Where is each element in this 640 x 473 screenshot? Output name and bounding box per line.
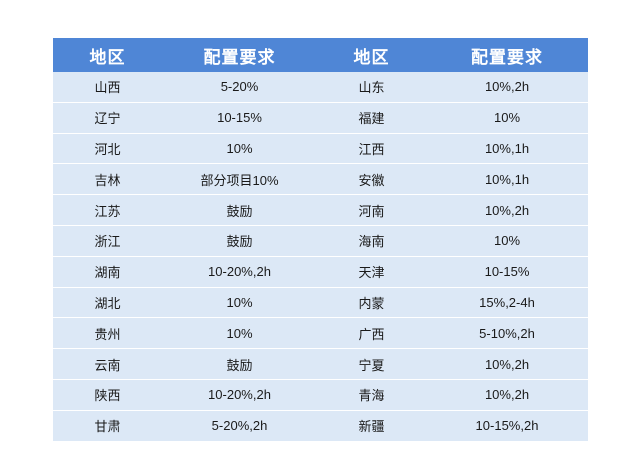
requirement-cell: 5-20%,2h [162,409,317,441]
region-cell: 福建 [317,101,426,134]
requirement-cell: 5-10%,2h [426,317,588,349]
region-cell: 湖北 [53,286,162,318]
requirement-cell: 10-15% [426,255,588,288]
requirement-cell: 10% [426,101,588,134]
header-row: 地区 配置要求 地区 配置要求 [53,38,588,72]
table-row: 云南 鼓励 宁夏 10%,2h [53,348,588,380]
header-requirement-right: 配置要求 [426,38,588,72]
table-body: 山西 5-20% 山东 10%,2h 辽宁 10-15% 福建 10% 河北 1… [53,72,588,441]
region-cell: 贵州 [53,317,162,349]
region-cell: 天津 [317,255,426,288]
header-region-right: 地区 [317,38,426,72]
region-cell: 山东 [317,72,426,103]
region-cell: 海南 [317,224,426,257]
requirement-cell: 10%,1h [426,132,588,164]
region-cell: 广西 [317,317,426,349]
requirement-cell: 10%,2h [426,194,588,226]
table-row: 贵州 10% 广西 5-10%,2h [53,317,588,349]
table-row: 吉林 部分项目10% 安徽 10%,1h [53,163,588,195]
region-cell: 甘肃 [53,409,162,441]
region-cell: 江苏 [53,194,162,226]
requirement-cell: 10%,2h [426,348,588,380]
region-cell: 青海 [317,378,426,411]
table-row: 山西 5-20% 山东 10%,2h [53,72,588,103]
requirement-cell: 部分项目10% [162,163,317,195]
requirement-cell: 鼓励 [162,224,317,257]
table-row: 江苏 鼓励 河南 10%,2h [53,194,588,226]
requirement-cell: 10-20%,2h [162,255,317,288]
region-cell: 河南 [317,194,426,226]
requirement-cell: 15%,2-4h [426,286,588,318]
region-cell: 河北 [53,132,162,164]
table-row: 陕西 10-20%,2h 青海 10%,2h [53,378,588,411]
region-cell: 辽宁 [53,101,162,134]
table-row: 河北 10% 江西 10%,1h [53,132,588,164]
requirement-cell: 10%,1h [426,163,588,195]
region-cell: 浙江 [53,224,162,257]
header-requirement-left: 配置要求 [162,38,317,72]
region-cell: 宁夏 [317,348,426,380]
requirement-cell: 10%,2h [426,378,588,411]
table-header: 地区 配置要求 地区 配置要求 [53,38,588,72]
region-cell: 湖南 [53,255,162,288]
table-row: 辽宁 10-15% 福建 10% [53,101,588,134]
region-cell: 陕西 [53,378,162,411]
requirement-cell: 10% [162,132,317,164]
region-cell: 江西 [317,132,426,164]
region-cell: 吉林 [53,163,162,195]
region-cell: 安徽 [317,163,426,195]
requirements-table-container: 地区 配置要求 地区 配置要求 山西 5-20% 山东 10%,2h 辽宁 10… [53,38,588,441]
requirement-cell: 10-15% [162,101,317,134]
requirement-cell: 10%,2h [426,72,588,103]
requirement-cell: 鼓励 [162,348,317,380]
requirements-table: 地区 配置要求 地区 配置要求 山西 5-20% 山东 10%,2h 辽宁 10… [53,38,588,441]
table-row: 浙江 鼓励 海南 10% [53,224,588,257]
region-cell: 山西 [53,72,162,103]
requirement-cell: 10% [162,286,317,318]
table-row: 甘肃 5-20%,2h 新疆 10-15%,2h [53,409,588,441]
header-region-left: 地区 [53,38,162,72]
table-row: 湖南 10-20%,2h 天津 10-15% [53,255,588,288]
requirement-cell: 10-15%,2h [426,409,588,441]
requirement-cell: 10% [426,224,588,257]
table-row: 湖北 10% 内蒙 15%,2-4h [53,286,588,318]
requirement-cell: 5-20% [162,72,317,103]
region-cell: 内蒙 [317,286,426,318]
requirement-cell: 10-20%,2h [162,378,317,411]
region-cell: 新疆 [317,409,426,441]
region-cell: 云南 [53,348,162,380]
requirement-cell: 10% [162,317,317,349]
requirement-cell: 鼓励 [162,194,317,226]
